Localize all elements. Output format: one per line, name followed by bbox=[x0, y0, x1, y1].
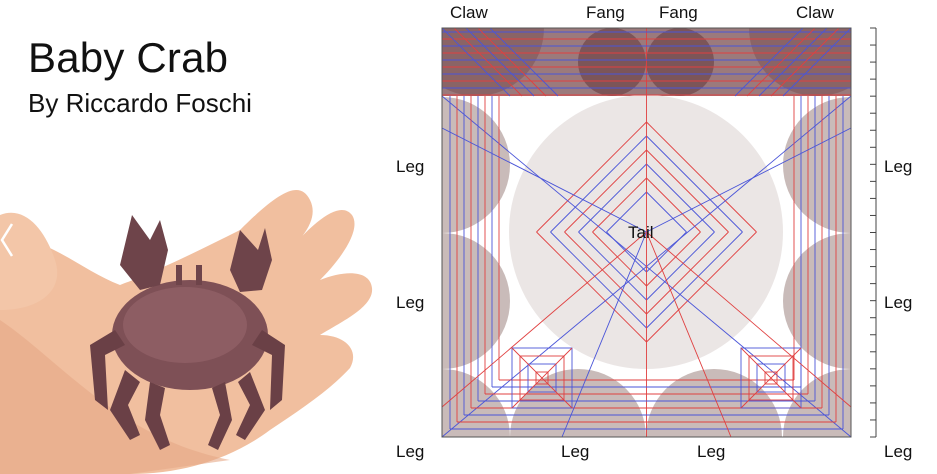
label-leg-right-3: Leg bbox=[884, 442, 912, 461]
crease-line bbox=[578, 231, 647, 301]
chevron-left-icon[interactable] bbox=[0, 220, 14, 260]
label-fang-right: Fang bbox=[659, 3, 698, 22]
crease-line bbox=[646, 231, 757, 343]
label-leg-right-2: Leg bbox=[884, 293, 912, 312]
crease-line bbox=[646, 177, 701, 233]
crease-line bbox=[442, 127, 647, 233]
crease-line bbox=[489, 28, 559, 97]
label-leg-bottom-2: Leg bbox=[697, 442, 725, 461]
crease-line bbox=[782, 28, 851, 97]
label-claw-right: Claw bbox=[796, 3, 835, 22]
crease-line bbox=[646, 121, 757, 233]
label-leg-bottom-1: Leg bbox=[561, 442, 589, 461]
crease-line bbox=[465, 28, 535, 97]
crease-line bbox=[511, 347, 573, 409]
crease-line bbox=[746, 28, 816, 97]
crease-line bbox=[536, 231, 647, 343]
corner-box bbox=[535, 371, 549, 385]
crease-line bbox=[646, 149, 729, 233]
crease-line bbox=[592, 231, 647, 287]
right-ruler bbox=[870, 27, 877, 438]
crease-line bbox=[606, 191, 647, 233]
page-title: Baby Crab bbox=[28, 34, 229, 81]
crease-line bbox=[564, 231, 647, 315]
crease-line bbox=[734, 28, 804, 97]
crease-line bbox=[770, 28, 840, 97]
crease-line bbox=[550, 231, 647, 329]
crease-line bbox=[740, 347, 802, 409]
label-leg-right-1: Leg bbox=[884, 157, 912, 176]
crease-line bbox=[477, 28, 547, 97]
crease-line bbox=[442, 231, 647, 408]
label-leg-left-2: Leg bbox=[396, 293, 424, 312]
crease-line bbox=[646, 231, 732, 437]
corner-box bbox=[740, 347, 802, 409]
label-leg-left-1: Leg bbox=[396, 157, 424, 176]
crease-line bbox=[758, 28, 828, 97]
crab-photo bbox=[0, 120, 390, 474]
crease-line bbox=[550, 135, 647, 233]
crease-line bbox=[536, 121, 647, 233]
crease-line bbox=[646, 231, 743, 329]
crease-line bbox=[646, 231, 701, 287]
crease-line bbox=[564, 149, 647, 233]
crease-line bbox=[592, 177, 647, 233]
crab-claw-right bbox=[230, 228, 272, 292]
crease-line bbox=[578, 163, 647, 233]
crease-line bbox=[646, 135, 743, 233]
crease-line bbox=[442, 28, 511, 97]
corner-box bbox=[519, 355, 565, 401]
crease-line bbox=[646, 163, 715, 233]
author-line: By Riccardo Foschi bbox=[28, 88, 252, 118]
corner-box bbox=[527, 363, 557, 393]
crease-line bbox=[646, 231, 729, 315]
crease-line bbox=[453, 28, 523, 97]
label-fang-left: Fang bbox=[586, 3, 625, 22]
crease-line bbox=[646, 127, 851, 233]
crease-line bbox=[646, 231, 851, 408]
label-leg-left-3: Leg bbox=[396, 442, 424, 461]
corner-box bbox=[511, 347, 573, 409]
crease-line bbox=[561, 231, 647, 437]
label-tail: Tail bbox=[628, 223, 654, 242]
crab-claw-left bbox=[120, 215, 168, 290]
crease-line bbox=[646, 231, 715, 301]
crease-line bbox=[646, 191, 687, 233]
corner-box bbox=[764, 371, 778, 385]
crease-pattern bbox=[442, 28, 851, 437]
corner-box bbox=[756, 363, 786, 393]
label-claw-left: Claw bbox=[450, 3, 489, 22]
corner-box bbox=[748, 355, 794, 401]
